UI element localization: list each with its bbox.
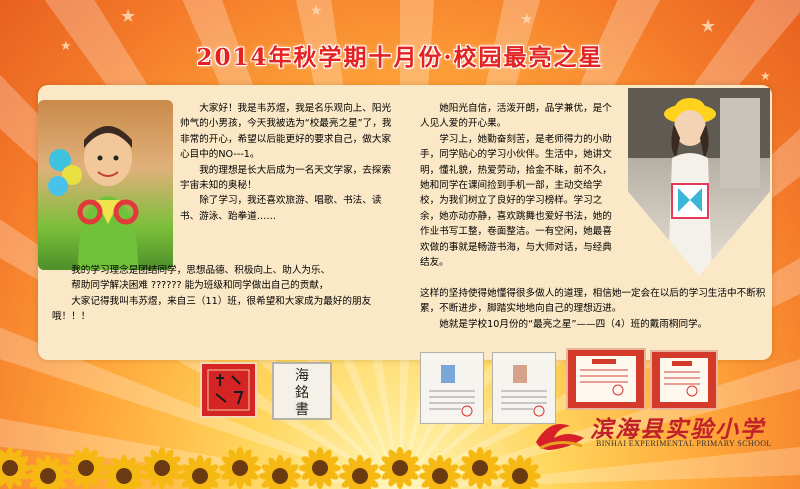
left-intro-text: 大家好！我是韦苏煜，我是名乐观向上、阳光帅气的小男孩，今天我被选为“校最亮之星”… — [180, 101, 394, 224]
star-icon: ★ — [760, 69, 771, 83]
sunflower-icon — [141, 447, 183, 489]
sunflower-border — [0, 447, 541, 489]
sunflower-icon — [379, 447, 421, 489]
student-photo-left — [38, 100, 173, 270]
left-paragraph: 我的理想是长大后成为一名天文学家，去探索宇宙未知的奥秘！ — [180, 164, 392, 192]
star-icon: ★ — [60, 39, 72, 54]
sunflower-icon — [459, 447, 501, 489]
sunflower-icon — [259, 455, 301, 489]
left-paragraph: 大家记得我叫韦苏煜，来自三（11）班，很希望和大家成为最好的朋友哦！！！ — [52, 295, 372, 323]
left-body-text: 我的学习理念是团结同学，思想品德、积极向上、助人为乐、 帮助同学解决困难 ???… — [52, 263, 394, 325]
calligraphy-char: 銘 — [295, 385, 309, 401]
right-intro-text: 她阳光自信，活泼开朗，品学兼优，是个人见人爱的开心果。 学习上，她勤奋刻苦，是老… — [420, 101, 620, 270]
sunflower-icon — [419, 455, 461, 489]
school-name-english: BINHAI EXPERIMENTAL PRIMARY SCHOOL — [596, 439, 772, 448]
left-paragraph: 帮助同学解决困难 ?????? 能为班级和同学做出自己的贡献， — [71, 280, 329, 292]
award-certificate-image — [650, 350, 718, 410]
poster-title: 2014年秋学期十月份·校园最亮之星 — [196, 44, 604, 71]
star-icon: ★ — [120, 6, 137, 27]
sunflower-icon — [27, 455, 69, 489]
left-paragraph: 大家好！我是韦苏煜，我是名乐观向上、阳光帅气的小男孩，今天我被选为“校最亮之星”… — [180, 103, 392, 161]
right-paragraph: 她阳光自信，活泼开朗，品学兼优，是个人见人爱的开心果。 — [420, 103, 612, 130]
sunflower-icon — [0, 447, 31, 489]
right-paragraph: 这样的坚持使得她懂得很多做人的道理，相信她一定会在以后的学习生活中不断积累，不断… — [420, 288, 766, 315]
sunflower-icon — [219, 447, 261, 489]
left-paragraph: 除了学习，我还喜欢旅游、唱歌、书法、读书、游泳、跆拳道…… — [180, 195, 382, 222]
sunflower-icon — [179, 455, 221, 489]
school-name: 滨海县实验小学 — [590, 416, 765, 443]
sunflower-icon — [65, 447, 107, 489]
calligraphy-char: 海 — [295, 368, 309, 384]
right-paragraph: 学习上，她勤奋刻苦，是老师得力的小助手，同学贴心的学习小伙伴。生活中，她讲文明，… — [420, 133, 612, 269]
star-icon: ★ — [520, 10, 534, 28]
sunflower-icon — [299, 447, 341, 489]
star-icon: ★ — [310, 3, 323, 19]
award-certificate-image — [566, 348, 646, 410]
sunflower-icon — [339, 455, 381, 489]
calligraphy-image: 海 銘 書 — [272, 362, 332, 420]
sunflower-icon — [499, 455, 541, 489]
right-body-text: 这样的坚持使得她懂得很多做人的道理，相信她一定会在以后的学习生活中不断积累，不断… — [420, 286, 770, 332]
sunflower-icon — [103, 455, 145, 489]
certificate-image — [420, 352, 484, 424]
red-calligraphy-image — [200, 362, 257, 418]
calligraphy-char: 書 — [295, 402, 309, 418]
school-logo: 滨海县实验小学 BINHAI EXPERIMENTAL PRIMARY SCHO… — [530, 408, 772, 458]
left-paragraph: 我的学习理念是团结同学，思想品德、积极向上、助人为乐、 — [71, 265, 331, 276]
certificate-image — [492, 352, 556, 424]
right-paragraph: 她就是学校10月份的“最亮之星”——四（4）班的戴雨桐同学。 — [439, 318, 708, 330]
star-icon: ★ — [700, 16, 717, 37]
wave-logo-icon — [536, 424, 584, 450]
student-photo-right — [628, 88, 770, 276]
